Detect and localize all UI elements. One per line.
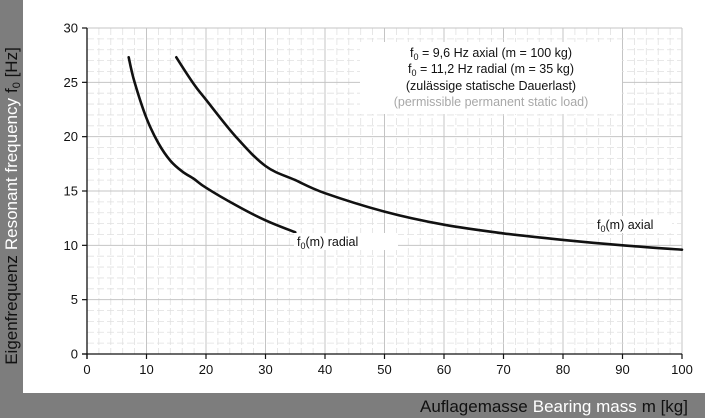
x-tick-label: 90 xyxy=(615,362,629,377)
series-label-axial-text: f0(m) axial xyxy=(597,218,653,234)
y-axis-title: EigenfrequenzResonant frequencyf0 [Hz] xyxy=(2,47,23,365)
series xyxy=(127,56,684,251)
series-line-radial xyxy=(127,56,297,234)
x-tick-label: 80 xyxy=(556,362,570,377)
y-tick-label: 10 xyxy=(64,238,78,253)
y-title-band xyxy=(0,0,23,418)
series-label-radial-text: f0(m) radial xyxy=(297,235,358,251)
x-tick-label: 10 xyxy=(139,362,153,377)
series-label-axial-background xyxy=(594,216,672,233)
annotation-line-4: (permissible permanent static load) xyxy=(394,95,589,109)
tick-labels: 0 10 20 30 40 50 60 70 80 90 100 0 5 10 15 20 25 30 xyxy=(64,21,693,378)
series-label-axial: f0(m) axial xyxy=(594,216,672,234)
y-tick-label: 25 xyxy=(64,75,78,90)
x-tick-label: 40 xyxy=(318,362,332,377)
x-tick-label: 50 xyxy=(377,362,391,377)
x-tick-label: 70 xyxy=(496,362,510,377)
series-label-radial: f0(m) radial xyxy=(294,233,398,251)
x-title-band xyxy=(23,393,705,418)
y-tick-label: 0 xyxy=(71,347,78,362)
y-tick-label: 30 xyxy=(64,21,78,36)
annotation-background xyxy=(360,42,622,114)
annotation-box: f0 = 9,6 Hz axial (m = 100 kg) f0 = 11,2… xyxy=(360,42,622,114)
y-tick-label: 15 xyxy=(64,184,78,199)
x-tick-label: 100 xyxy=(671,362,693,377)
series-label-radial-background xyxy=(294,233,398,250)
annotation-line-3: (zulässige statische Dauerlast) xyxy=(406,79,576,93)
x-tick-label: 0 xyxy=(83,362,90,377)
x-tick-label: 20 xyxy=(199,362,213,377)
y-tick-label: 5 xyxy=(71,292,78,307)
x-axis-title: Auflagemasse Bearing mass m [kg] xyxy=(420,397,688,416)
axes xyxy=(82,28,682,359)
annotation-line-2: f0 = 11,2 Hz radial (m = 35 kg) xyxy=(408,62,574,78)
x-tick-label: 30 xyxy=(258,362,272,377)
y-tick-label: 20 xyxy=(64,129,78,144)
annotation-line-1: f0 = 9,6 Hz axial (m = 100 kg) xyxy=(410,46,572,62)
x-tick-label: 60 xyxy=(437,362,451,377)
series-line-axial xyxy=(175,56,684,251)
